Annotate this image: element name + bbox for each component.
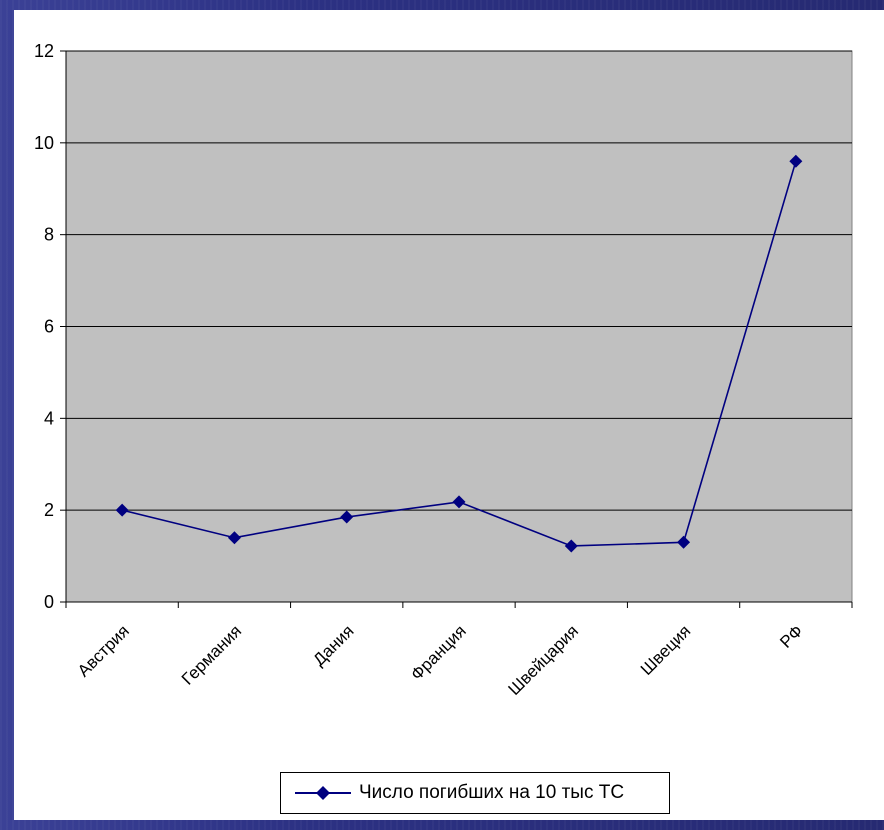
x-category-label: Германия (178, 621, 245, 688)
y-tick-label: 0 (44, 592, 54, 612)
legend-label: Число погибших на 10 тыс ТС (359, 782, 625, 803)
x-category-label: Австрия (74, 621, 133, 680)
legend-marker-icon (295, 786, 351, 800)
data-point (115, 503, 129, 517)
line-chart: 0 2 4 6 8 10 12 Австрия Германия Дания Франция Швей… (34, 41, 853, 699)
x-category-label: Дания (309, 621, 357, 669)
x-category-label: РФ (776, 621, 806, 651)
data-point (564, 539, 578, 553)
chart-panel: 0 2 4 6 8 10 12 Австрия Германия Дания Франция Швей… (14, 10, 884, 820)
y-tick-label: 10 (34, 133, 54, 153)
legend: Число погибших на 10 тыс ТС (280, 772, 670, 814)
axes (60, 50, 853, 608)
gridlines (66, 50, 852, 511)
data-point (227, 531, 241, 545)
x-category-label: Швейцария (505, 621, 583, 699)
y-tick-label: 2 (44, 500, 54, 520)
y-tick-label: 4 (44, 408, 54, 428)
x-category-label: Швеция (637, 621, 695, 679)
y-tick-label: 6 (44, 317, 54, 337)
y-tick-label: 8 (44, 225, 54, 245)
data-point (677, 535, 691, 549)
y-tick-label: 12 (34, 41, 54, 61)
data-point (789, 154, 803, 168)
data-point (452, 495, 466, 509)
x-category-label: Франция (407, 621, 470, 684)
